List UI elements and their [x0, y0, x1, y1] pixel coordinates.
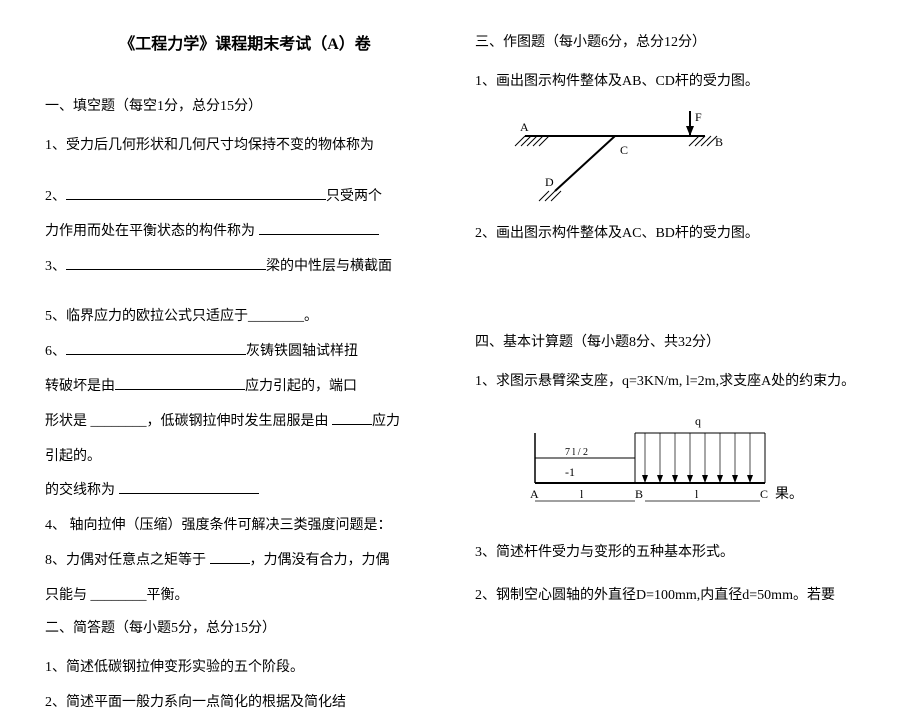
section4-header: 四、基本计算题（每小题8分、共32分）	[475, 330, 875, 355]
blank	[119, 493, 259, 494]
blank	[210, 563, 250, 564]
q3-prefix: 3、	[45, 259, 66, 274]
q6-prefix: 6、	[45, 344, 66, 359]
s4-q1: 1、求图示悬臂梁支座，q=3KN/m, l=2m,求支座A处的约束力。	[475, 367, 875, 398]
diagram1-svg: A F B C D	[505, 106, 745, 206]
q1: 1、受力后几何形状和几何尺寸均保持不变的物体称为	[45, 131, 445, 162]
label-F: F	[695, 110, 702, 124]
blank	[115, 389, 245, 390]
diagram1: A F B C D	[505, 106, 875, 211]
q6-cont2-b: 应力	[372, 414, 400, 429]
blank	[259, 234, 379, 235]
blank	[66, 269, 266, 270]
blank	[332, 424, 372, 425]
left-column: 《工程力学》课程期末考试（A）卷 一、填空题（每空1分，总分15分） 1、受力后…	[30, 30, 460, 651]
q-crossline: 的交线称为	[45, 476, 445, 507]
q6-cont2-a: 形状是 ________，低碳钢拉伸时发生屈服是由	[45, 414, 332, 429]
s2-q1: 1、简述低碳钢拉伸变形实验的五个阶段。	[45, 653, 445, 684]
label-q: q	[695, 414, 701, 428]
q6-cont: 转破坏是由 应力引起的，端口	[45, 372, 445, 403]
s3-q2: 2、画出图示构件整体及AC、BD杆的受力图。	[475, 219, 875, 250]
q6: 6、 灰铸铁圆轴试样扭	[45, 337, 445, 368]
q8-cont: 只能与 ________平衡。	[45, 581, 445, 612]
q5: 5、临界应力的欧拉公式只适应于________。	[45, 302, 445, 333]
q6-suffix: 灰铸铁圆轴试样扭	[246, 344, 358, 359]
s4-post: 果。	[775, 487, 803, 502]
label-A2: A	[530, 487, 539, 501]
label-7l2: 7 l / 2	[565, 447, 588, 458]
q4: 4、 轴向拉伸（压缩）强度条件可解决三类强度问题是：	[45, 511, 445, 542]
label-l2: l	[695, 487, 699, 501]
label-C2: C	[760, 487, 768, 501]
q3: 3、 梁的中性层与横截面	[45, 252, 445, 283]
s2-q2: 2、简述平面一般力系向一点简化的根据及简化结	[45, 688, 445, 718]
q6-cont2: 形状是 ________，低碳钢拉伸时发生屈服是由 应力	[45, 407, 445, 438]
label-B: B	[715, 135, 723, 149]
q3-suffix: 梁的中性层与横截面	[266, 259, 392, 274]
q8-b: ，力偶没有合力，力偶	[250, 553, 390, 568]
label-neg1: -1	[565, 465, 575, 479]
q2-prefix: 2、	[45, 189, 66, 204]
q6-cont-a: 转破坏是由	[45, 379, 115, 394]
label-C: C	[620, 143, 628, 157]
s4-q2: 2、钢制空心圆轴的外直径D=100mm,内直径d=50mm。若要	[475, 581, 875, 612]
q6-cont3: 引起的。	[45, 442, 445, 473]
blank	[66, 354, 246, 355]
section3-header: 三、作图题（每小题6分，总分12分）	[475, 30, 875, 55]
q2-cont-text: 力作用而处在平衡状态的构件称为	[45, 224, 259, 239]
blank	[66, 199, 326, 200]
right-column: 三、作图题（每小题6分，总分12分） 1、画出图示构件整体及AB、CD杆的受力图…	[460, 30, 890, 651]
diagram2-svg: q 7 l / 2 -1 A l B l C 果。	[505, 413, 805, 523]
q8: 8、力偶对任意点之矩等于 ，力偶没有合力，力偶	[45, 546, 445, 577]
label-D: D	[545, 175, 554, 189]
label-l1: l	[580, 487, 584, 501]
q2-cont: 力作用而处在平衡状态的构件称为	[45, 217, 445, 248]
crossline-text: 的交线称为	[45, 483, 119, 498]
label-B2: B	[635, 487, 643, 501]
section2-header: 二、简答题（每小题5分，总分15分）	[45, 616, 445, 641]
q2: 2、 只受两个	[45, 182, 445, 213]
label-A: A	[520, 120, 529, 134]
q8-a: 8、力偶对任意点之矩等于	[45, 553, 210, 568]
section1-header: 一、填空题（每空1分，总分15分）	[45, 94, 445, 119]
s3-q1: 1、画出图示构件整体及AB、CD杆的受力图。	[475, 67, 875, 98]
s4-q3: 3、简述杆件受力与变形的五种基本形式。	[475, 538, 875, 569]
diagram2: q 7 l / 2 -1 A l B l C 果。	[505, 413, 875, 528]
page-title: 《工程力学》课程期末考试（A）卷	[45, 30, 445, 54]
q2-suffix: 只受两个	[326, 189, 382, 204]
q6-cont-b: 应力引起的，端口	[245, 379, 357, 394]
